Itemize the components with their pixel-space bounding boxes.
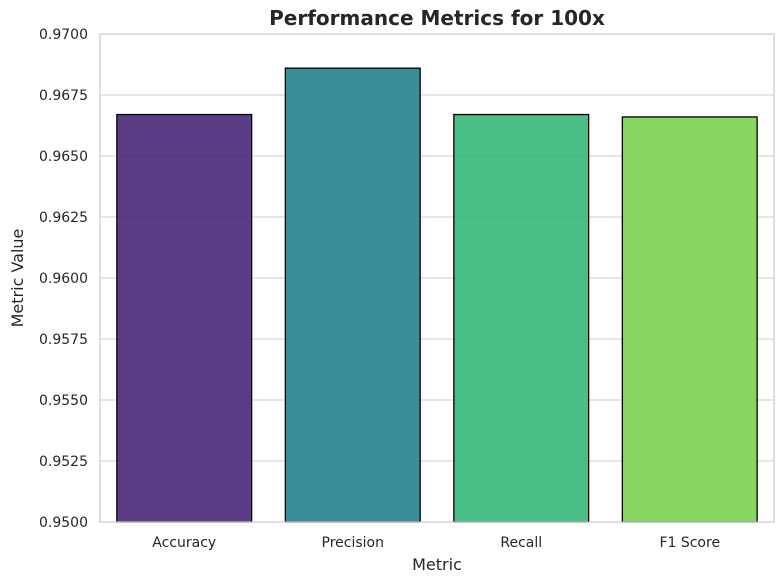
bar-f1-score <box>621 116 758 523</box>
x-tick-label: Accuracy <box>152 535 216 551</box>
y-tick-label: 0.9600 <box>39 271 88 287</box>
y-tick-label: 0.9500 <box>39 515 88 531</box>
bar-recall <box>453 113 590 523</box>
x-tick-label: Precision <box>322 535 384 551</box>
y-tick-label: 0.9625 <box>39 210 88 226</box>
plot-frame <box>99 33 775 523</box>
chart-title: Performance Metrics for 100x <box>269 6 605 30</box>
y-tick-label: 0.9650 <box>39 149 88 165</box>
bar-accuracy <box>116 113 253 523</box>
x-tick-label: F1 Score <box>659 535 720 551</box>
y-tick-labels: 0.9500 0.9525 0.9550 0.9575 0.9600 0.9625 0.96… <box>39 27 88 531</box>
y-tick-label: 0.9575 <box>39 332 88 348</box>
x-axis-label: Metric <box>412 555 462 574</box>
x-tick-labels: Accuracy Precision Recall F1 Score <box>152 535 720 551</box>
y-tick-label: 0.9700 <box>39 27 88 43</box>
y-axis-label: Metric Value <box>8 229 27 328</box>
x-tick-label: Recall <box>500 535 542 551</box>
bars <box>116 67 758 523</box>
y-tick-label: 0.9550 <box>39 393 88 409</box>
y-tick-label: 0.9525 <box>39 454 88 470</box>
bar-precision <box>284 67 421 523</box>
y-tick-label: 0.9675 <box>39 88 88 104</box>
